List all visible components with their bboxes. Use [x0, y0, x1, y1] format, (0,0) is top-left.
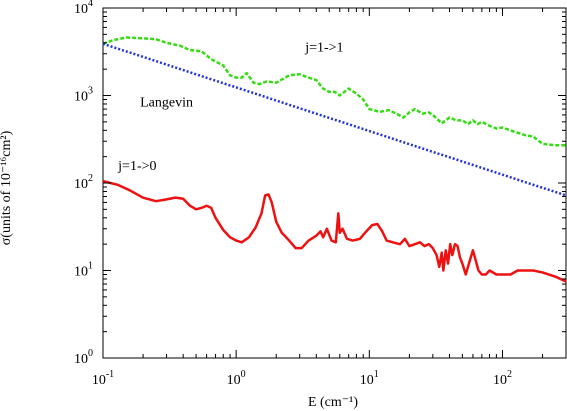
series-line-1: [102, 42, 567, 197]
x-tick-label: 100: [227, 369, 246, 388]
annotation-label-2: j=1->0: [117, 159, 156, 174]
x-axis-label: E (cm⁻¹): [308, 395, 358, 410]
series-layer: [102, 36, 567, 283]
x-tick-label: 101: [360, 369, 379, 388]
plot-border: [102, 7, 567, 359]
y-tick-label: 104: [74, 0, 93, 17]
y-tick-label: 100: [74, 348, 93, 367]
x-tick-label: 102: [493, 369, 512, 388]
x-tick-label: 10-1: [92, 369, 114, 388]
plot-frame: [102, 7, 567, 359]
y-tick-label: 103: [74, 86, 93, 105]
annotation-layer: j=1->1 Langevin j=1->0: [117, 40, 343, 174]
axes-layer: 10-1 100 101 102 100 101 102 103 104: [74, 0, 567, 388]
y-axis-label: σ(units of 10⁻¹⁶cm²): [0, 130, 14, 245]
series-line-0: [102, 36, 566, 147]
series-line-2: [102, 179, 567, 283]
annotation-label-0: j=1->1: [304, 40, 343, 55]
y-tick-label: 102: [74, 173, 93, 192]
y-tick-label: 101: [74, 261, 93, 280]
annotation-label-1: Langevin: [140, 95, 193, 110]
